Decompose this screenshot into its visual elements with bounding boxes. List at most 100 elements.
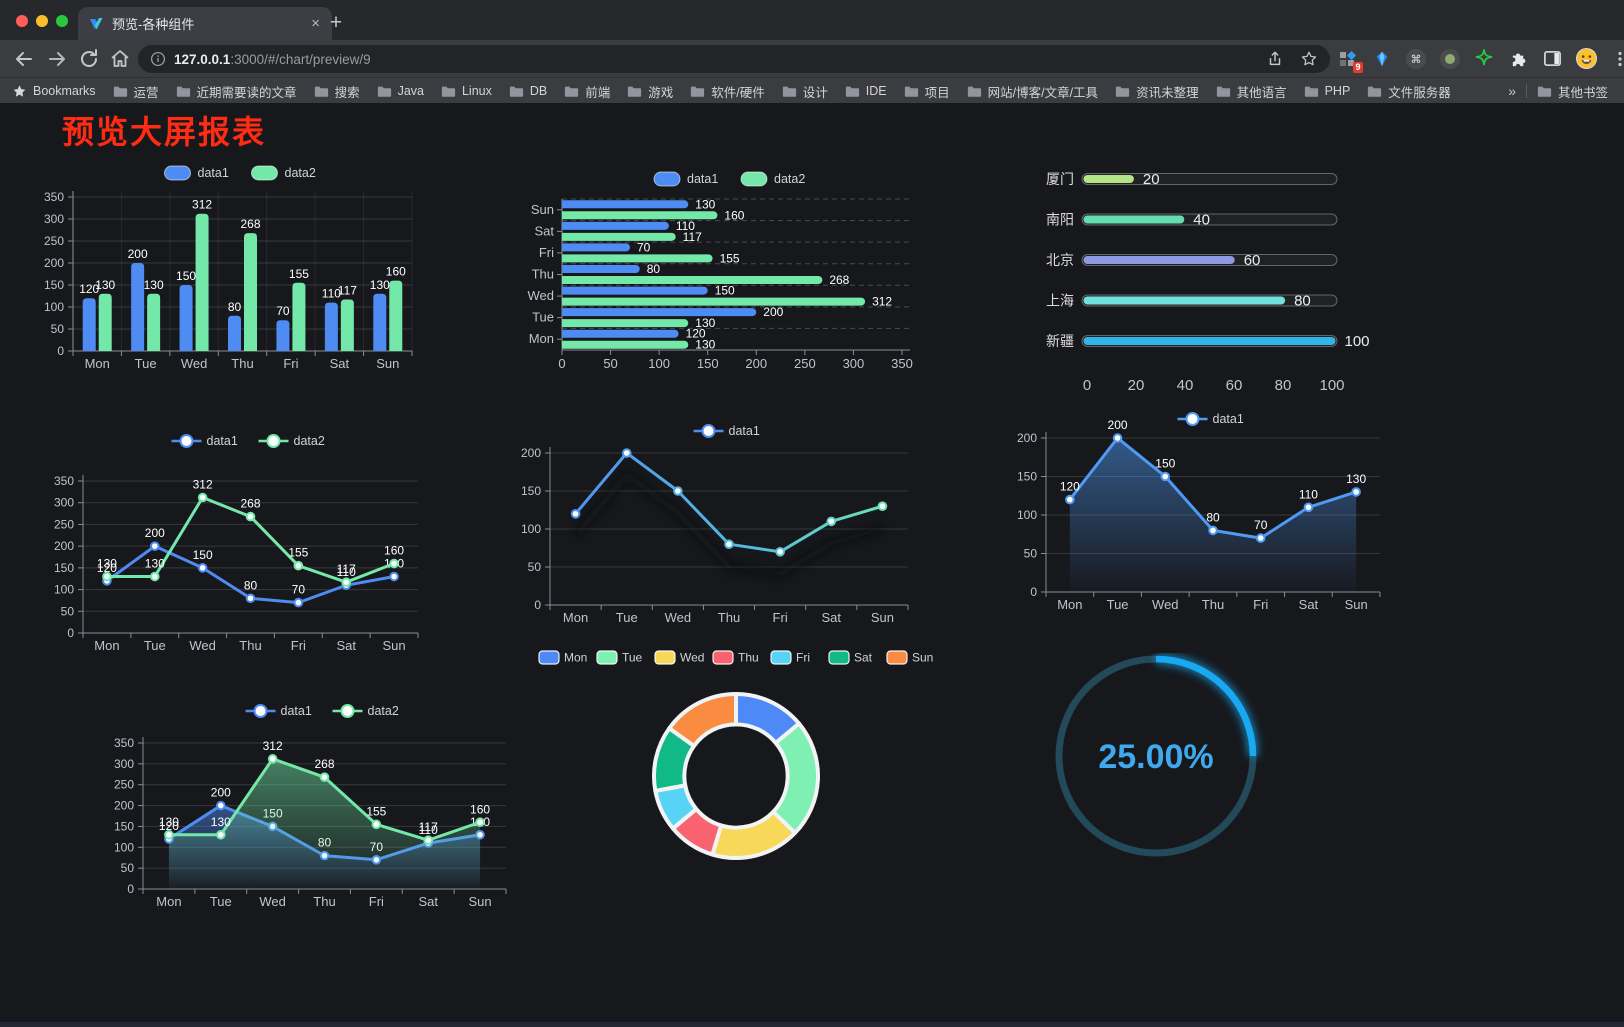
- tab-close-icon[interactable]: ×: [311, 15, 320, 32]
- svg-text:70: 70: [637, 240, 651, 254]
- other-bookmarks[interactable]: 其他书签: [1537, 82, 1608, 101]
- bookmarks-overflow-chevron[interactable]: »: [1508, 83, 1516, 99]
- svg-text:新疆: 新疆: [1046, 333, 1074, 349]
- chart-gauge[interactable]: 25.00%: [1040, 653, 1272, 868]
- svg-text:Tue: Tue: [1107, 597, 1129, 612]
- svg-text:50: 50: [61, 604, 75, 618]
- chart-bar-vertical[interactable]: data1 data2 0 50 100 150 200 250 300 350 Mon Tue Wed…: [40, 163, 460, 381]
- bookmark-label: IDE: [865, 84, 887, 98]
- bookmark-label: Linux: [461, 84, 492, 98]
- svg-text:100: 100: [521, 522, 541, 536]
- svg-text:300: 300: [54, 496, 74, 510]
- bookmark-folder-item[interactable]: 项目: [904, 82, 950, 101]
- back-icon[interactable]: [12, 47, 36, 71]
- close-window-button[interactable]: [16, 15, 28, 27]
- bookmark-folder-item[interactable]: Linux: [441, 84, 492, 98]
- svg-text:80: 80: [1294, 293, 1311, 310]
- svg-text:Sun: Sun: [871, 610, 894, 625]
- svg-text:100: 100: [1345, 333, 1370, 350]
- green-star-extension-icon[interactable]: [1472, 46, 1496, 72]
- folder-icon: [845, 86, 859, 97]
- folder-icon: [176, 86, 190, 97]
- profile-avatar-emoji[interactable]: [1574, 46, 1598, 72]
- svg-text:110: 110: [419, 823, 438, 837]
- reload-icon[interactable]: [77, 47, 101, 71]
- svg-text:data2: data2: [294, 434, 325, 448]
- bookmark-folder-item[interactable]: Java: [377, 84, 424, 98]
- minimize-window-button[interactable]: [36, 15, 48, 27]
- browser-menu-icon[interactable]: [1608, 46, 1624, 72]
- address-bar[interactable]: 127.0.0.1 :3000/#/chart/preview/9: [138, 45, 1330, 73]
- pixel-grid-extension-icon[interactable]: 9: [1336, 46, 1363, 73]
- bookmark-folder-item[interactable]: 其他语言: [1216, 82, 1287, 101]
- svg-text:Sun: Sun: [383, 638, 406, 653]
- svg-text:155: 155: [289, 267, 309, 281]
- chart-line-gradient[interactable]: data1 0 50 100 150 200 Mon Tue Wed Thu Fri Sat Sun: [498, 423, 920, 635]
- recorder-extension-icon[interactable]: [1438, 46, 1462, 72]
- svg-text:200: 200: [521, 446, 541, 460]
- bookmark-folder-item[interactable]: DB: [509, 84, 547, 98]
- svg-text:Sat: Sat: [854, 651, 873, 665]
- svg-text:117: 117: [337, 562, 356, 576]
- new-tab-button[interactable]: +: [329, 11, 343, 34]
- bookmark-star-icon[interactable]: [1300, 50, 1318, 68]
- bookmark-label: Java: [397, 84, 424, 98]
- bookmark-folder-item[interactable]: 文件服务器: [1367, 82, 1451, 101]
- folder-icon: [441, 86, 456, 97]
- chart-line-two[interactable]: data1 data2 0 50 100 150 200 250 300 350 Mon Tue Wed…: [40, 433, 460, 663]
- bookmark-folder-item[interactable]: 搜索: [314, 82, 360, 101]
- chart-bar-horizontal[interactable]: data1 data2 0 50 100 150 200 250 300 350 Sun 130 160…: [498, 169, 922, 383]
- bookmark-list: 运营 近期需要读的文章 搜索 Java Linux DB 前端 游戏 软件/硬件 设计 IDE 项目 网…: [113, 82, 1468, 101]
- forward-icon[interactable]: [45, 47, 69, 71]
- svg-text:300: 300: [843, 356, 865, 371]
- home-icon[interactable]: [108, 47, 132, 71]
- command-extension-icon[interactable]: ⌘: [1404, 46, 1428, 72]
- svg-text:Thu: Thu: [231, 356, 253, 371]
- legend: data1 data2: [164, 165, 316, 181]
- svg-text:50: 50: [603, 356, 617, 371]
- zoom-window-button[interactable]: [56, 15, 68, 27]
- bookmark-folder-item[interactable]: 近期需要读的文章: [176, 82, 297, 101]
- x-axis: Mon Tue Wed Thu Fri Sat Sun: [82, 633, 419, 653]
- side-panel-icon[interactable]: [1540, 46, 1564, 72]
- tab-title: 预览-各种组件: [112, 17, 195, 32]
- svg-text:Sat: Sat: [336, 638, 356, 653]
- svg-text:150: 150: [1155, 457, 1175, 471]
- chart-line-area[interactable]: data1 0 50 100 150 200 Mon Tue Wed Thu Fri Sat Sun 12…: [980, 411, 1400, 623]
- site-info-icon[interactable]: [150, 51, 166, 67]
- bookmark-label: 游戏: [648, 85, 674, 100]
- bookmark-folder-item[interactable]: 软件/硬件: [690, 82, 765, 101]
- svg-text:Wed: Wed: [259, 894, 286, 909]
- svg-text:312: 312: [192, 198, 212, 212]
- chart-canvas-line-two-area: data1 data2 0 50 100 150 200 250 300 350 Mon Tue Wed…: [114, 704, 507, 909]
- folder-icon: [1115, 86, 1130, 97]
- bookmark-folder-item[interactable]: 设计: [782, 82, 828, 101]
- browser-tab[interactable]: 预览-各种组件 ×: [78, 7, 332, 40]
- share-icon[interactable]: [1266, 50, 1284, 68]
- chart-donut[interactable]: Mon Tue Wed Thu Fri Sat Sun: [536, 643, 936, 963]
- bookmarks-root[interactable]: Bookmarks: [12, 84, 96, 99]
- svg-text:200: 200: [44, 256, 64, 270]
- bookmark-folder-item[interactable]: 资讯未整理: [1115, 82, 1199, 101]
- bookmark-folder-item[interactable]: IDE: [845, 84, 887, 98]
- svg-text:Mon: Mon: [529, 331, 554, 346]
- bookmark-folder-item[interactable]: 前端: [564, 82, 610, 101]
- chart-progress[interactable]: 厦门 20 南阳 40 北京 60 上海 80 新疆 100 0 20 40 60 80 100: [986, 163, 1400, 395]
- svg-text:上海: 上海: [1046, 293, 1074, 309]
- svg-text:200: 200: [54, 539, 74, 553]
- bookmark-folder-item[interactable]: 运营: [113, 82, 159, 101]
- svg-text:150: 150: [521, 484, 541, 498]
- series-data1: 120 200 150 80 70 110 130: [79, 247, 390, 351]
- bookmark-folder-item[interactable]: 游戏: [627, 82, 673, 101]
- bookmark-label: 运营: [133, 85, 159, 100]
- svg-text:data1: data1: [198, 166, 229, 180]
- bookmark-folder-item[interactable]: PHP: [1304, 84, 1350, 98]
- gem-extension-icon[interactable]: [1370, 46, 1394, 72]
- svg-text:20: 20: [1143, 171, 1160, 188]
- chart-canvas-line-gradient: data1 0 50 100 150 200 Mon Tue Wed Thu Fri Sat Sun: [521, 424, 909, 625]
- bookmark-folder-item[interactable]: 网站/博客/文章/工具: [967, 82, 1098, 101]
- svg-text:data1: data1: [1213, 412, 1244, 426]
- chart-line-two-area[interactable]: data1 data2 0 50 100 150 200 250 300 350 Mon Tue Wed…: [98, 703, 522, 923]
- svg-text:Wed: Wed: [189, 638, 216, 653]
- extensions-puzzle-icon[interactable]: [1506, 46, 1530, 72]
